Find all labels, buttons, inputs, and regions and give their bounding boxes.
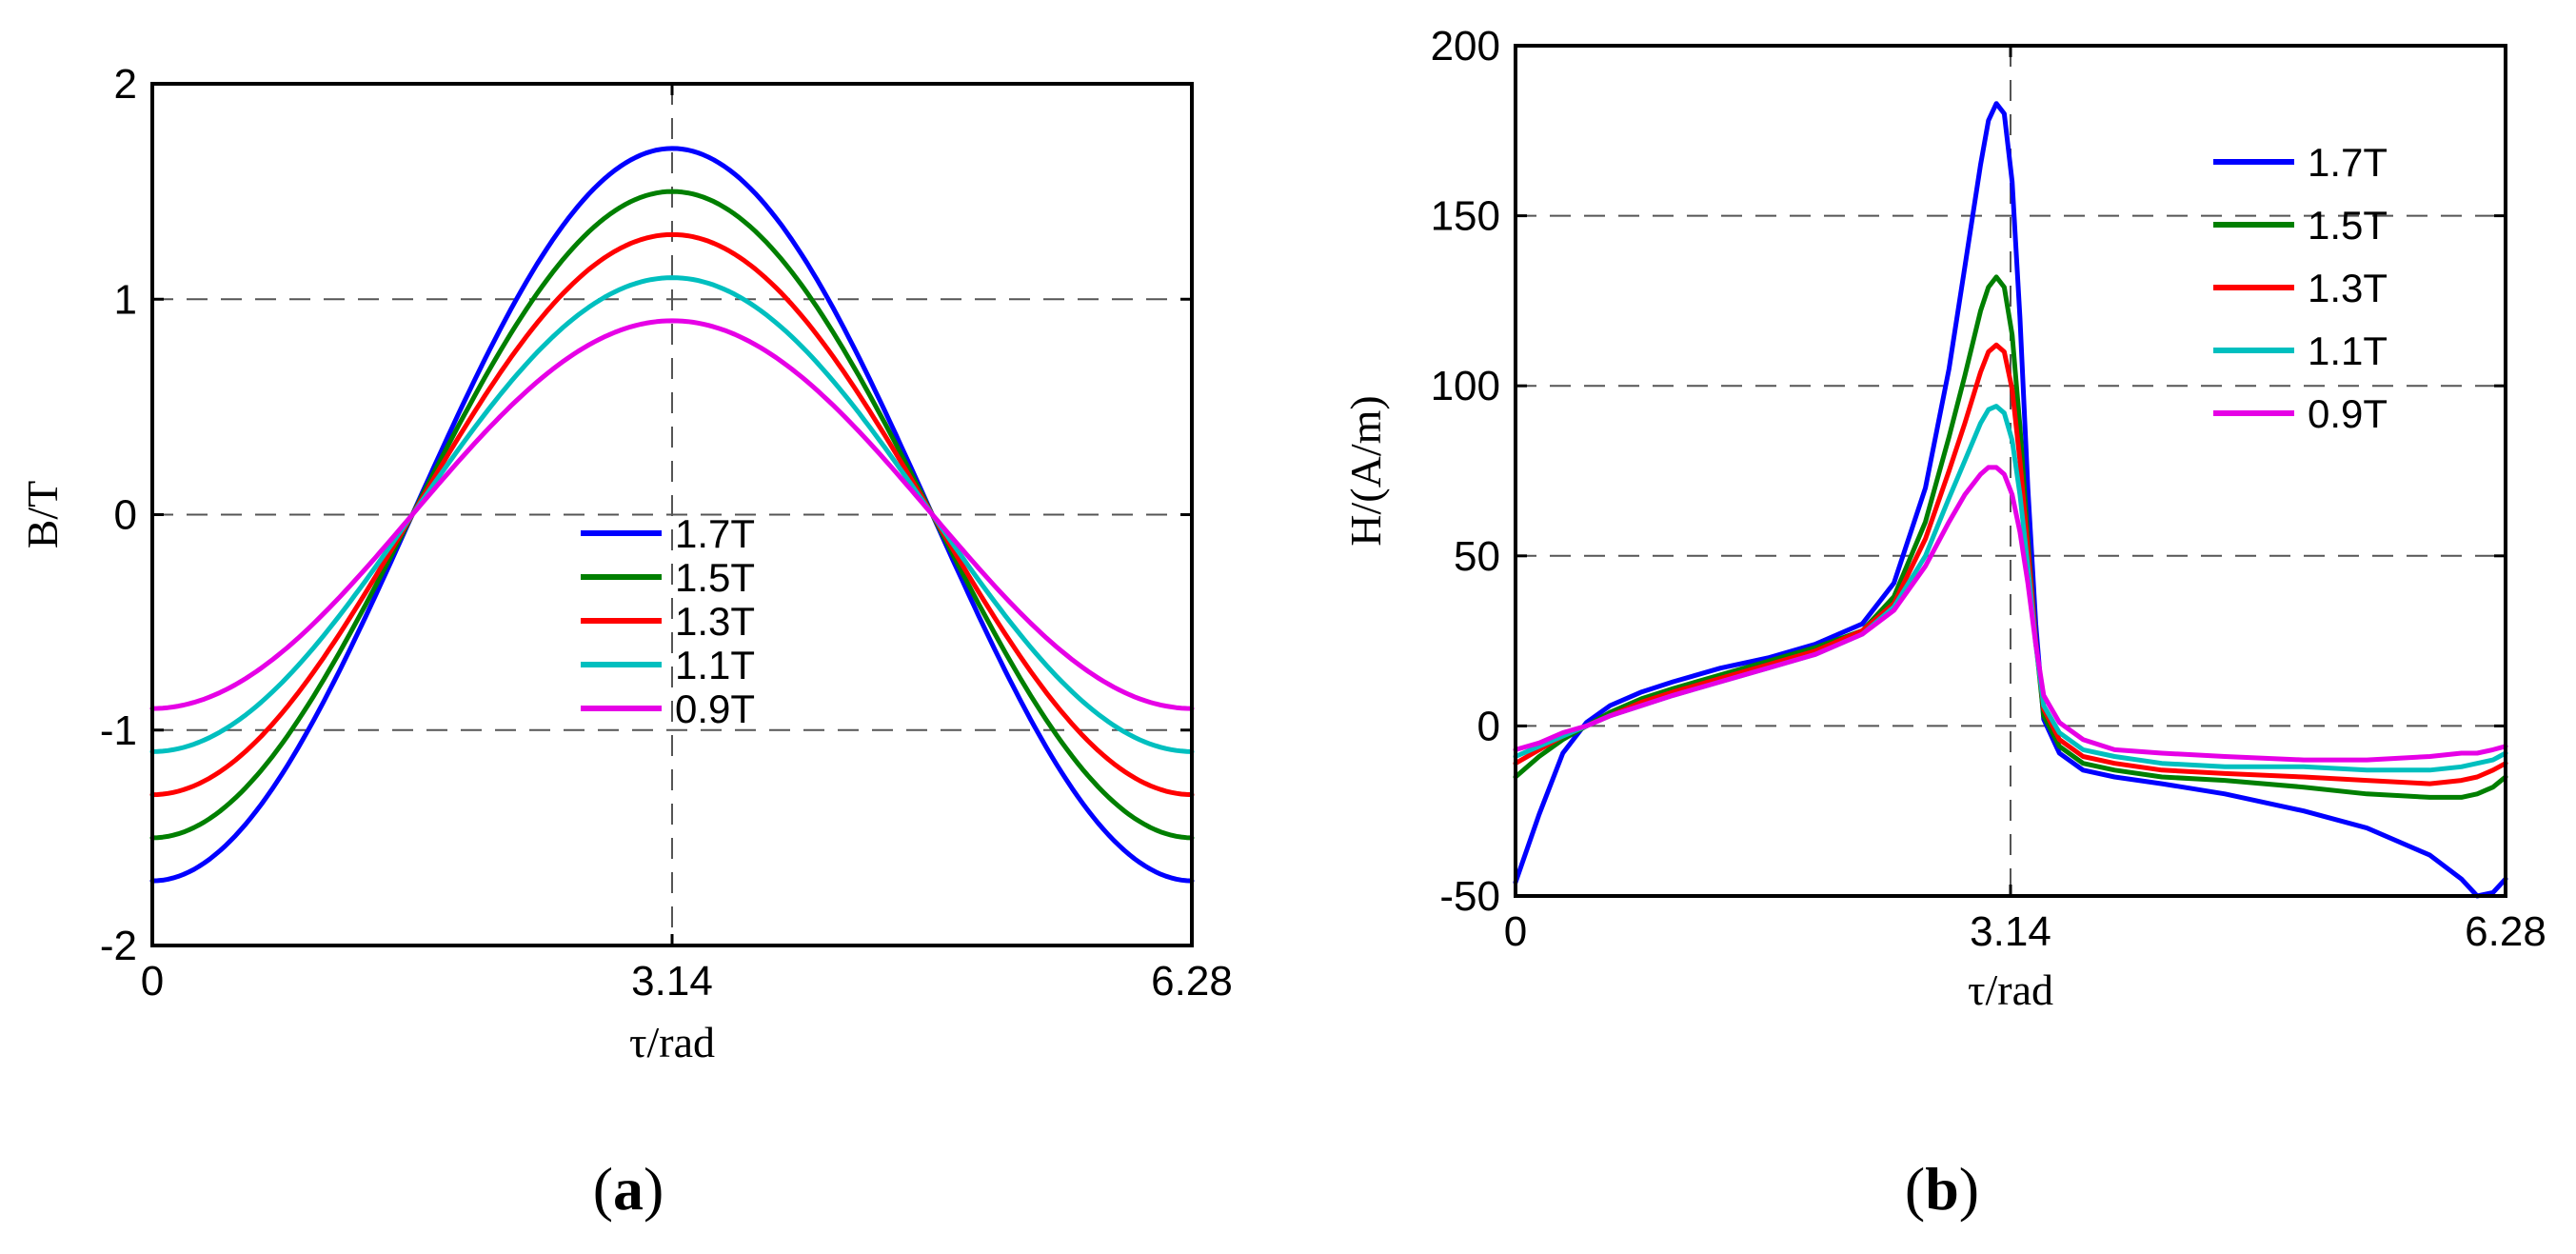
a-y-tick-label: 2 <box>114 61 137 108</box>
a-series-line-1.7T <box>149 146 1195 884</box>
b-legend-label: 1.7T <box>2308 140 2388 185</box>
panel-b-caption: (b) <box>1905 1155 1979 1223</box>
b-legend-label: 1.1T <box>2308 328 2388 373</box>
b-legend-label: 0.9T <box>2308 391 2388 436</box>
b-y-tick-label: -50 <box>1439 873 1500 920</box>
b-series-line-1.3T <box>1513 342 2508 786</box>
a-y-tick-label: 1 <box>114 276 137 323</box>
panel-a-legend: 1.7T1.5T1.3T1.1T0.9T <box>581 511 755 731</box>
a-series-line-1.1T <box>149 275 1195 754</box>
panel-a-gridlines <box>152 84 1192 945</box>
a-series-line-1.5T <box>149 189 1195 841</box>
panel-a-caption-letter: a <box>613 1155 644 1223</box>
b-series-line-1.5T <box>1513 274 2508 800</box>
b-x-tick-label: 3.14 <box>1970 908 2051 955</box>
panel-a-tick-labels: -2 -1 0 1 2 0 3.14 6.28 <box>100 61 1233 1005</box>
a-x-tick-label: 6.28 <box>1151 958 1233 1005</box>
b-series-line-1.7T <box>1513 101 2508 899</box>
a-y-tick-label: -2 <box>100 923 137 969</box>
a-series-line-1.3T <box>149 231 1195 798</box>
panel-b-x-axis-label: τ/rad <box>1968 965 2053 1014</box>
b-y-tick-label: 150 <box>1431 193 1500 240</box>
a-legend-label: 1.5T <box>675 555 755 600</box>
a-y-tick-label: -1 <box>100 707 137 754</box>
a-legend-label: 1.3T <box>675 599 755 644</box>
b-legend-label: 1.5T <box>2308 203 2388 248</box>
a-legend-label: 1.7T <box>675 511 755 556</box>
panel-a-series-lines <box>149 146 1195 884</box>
panel-b-series-lines <box>1513 101 2508 899</box>
a-x-tick-label: 0 <box>141 958 164 1005</box>
panel-b-caption-letter: b <box>1925 1155 1959 1223</box>
panel-b-legend: 1.7T 1.5T 1.3T 1.1T 0.9T <box>2213 140 2388 436</box>
b-legend-label: 1.3T <box>2308 266 2388 310</box>
b-series-line-0.9T <box>1513 465 2508 763</box>
b-y-tick-label: 50 <box>1454 533 1500 580</box>
a-x-tick-label: 3.14 <box>631 958 713 1005</box>
b-x-tick-label: 6.28 <box>2465 908 2546 955</box>
a-legend-label: 1.1T <box>675 643 755 687</box>
b-y-tick-label: 0 <box>1477 703 1500 749</box>
panel-a-y-axis-label: B/T <box>18 481 67 549</box>
b-y-tick-label: 100 <box>1431 363 1500 409</box>
a-legend-label: 0.9T <box>675 687 755 731</box>
panel-b-y-axis-label: H/(A/m) <box>1341 395 1390 546</box>
panel-a-line-chart: -2 -1 0 1 2 0 3.14 6.28 τ/rad B/T 1.7T1.5T1.3T1… <box>18 61 1233 1223</box>
a-series-line-0.9T <box>149 318 1195 711</box>
b-y-tick-label: 200 <box>1431 23 1500 70</box>
b-x-tick-label: 0 <box>1504 908 1527 955</box>
panel-a-x-axis-label: τ/rad <box>629 1018 715 1066</box>
panel-a-caption: (a) <box>593 1155 664 1223</box>
a-y-tick-label: 0 <box>114 492 137 539</box>
